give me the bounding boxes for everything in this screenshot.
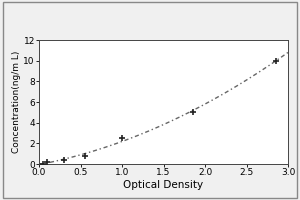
X-axis label: Optical Density: Optical Density bbox=[123, 180, 204, 190]
Y-axis label: Concentration(ng/m L): Concentration(ng/m L) bbox=[12, 51, 21, 153]
